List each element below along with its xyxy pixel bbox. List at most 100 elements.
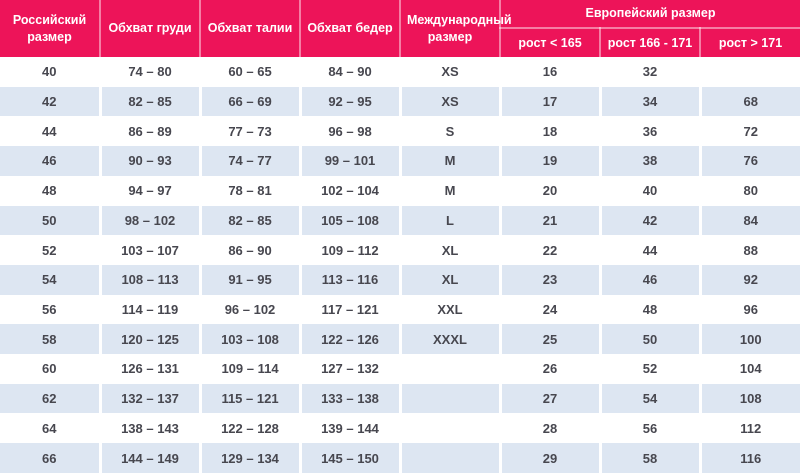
table-row: 48 94 – 97 78 – 81 102 – 104 M 20 40 80 — [0, 175, 800, 206]
table-cell: 38 — [598, 146, 700, 176]
table-cell: 91 – 95 — [198, 264, 300, 295]
table-cell: 94 – 97 — [98, 175, 200, 206]
header-international-size: Международный размер — [399, 0, 512, 57]
table-cell: 48 — [598, 294, 700, 325]
table-cell: 80 — [698, 175, 800, 206]
table-cell: M — [398, 146, 500, 176]
table-cell: L — [398, 205, 500, 236]
table-row: 52 103 – 107 86 – 90 109 – 112 XL 22 44 88 — [0, 235, 800, 265]
table-cell: 108 — [698, 383, 800, 414]
table-cell: 66 — [42, 450, 57, 466]
table-cell: 52 — [42, 242, 57, 258]
size-table-body: 40 74 – 80 60 – 65 84 – 90 XS 16 32 42 82 – 85 66… — [0, 57, 800, 473]
header-european-size: Европейский размер — [499, 0, 800, 29]
table-cell: 50 — [42, 212, 57, 228]
table-cell: 115 – 121 — [198, 383, 300, 414]
header-hips: Обхват бедер — [299, 0, 400, 57]
table-cell: 25 — [498, 324, 600, 355]
table-cell: 20 — [498, 175, 600, 206]
table-cell: 114 – 119 — [98, 294, 200, 325]
table-cell: 104 — [698, 354, 800, 384]
table-cell: 34 — [598, 86, 700, 117]
table-cell: 112 — [698, 413, 800, 444]
table-cell: 32 — [598, 57, 700, 87]
table-cell: 56 — [42, 301, 57, 317]
table-cell: 42 — [42, 94, 57, 110]
table-cell: 109 – 112 — [298, 235, 400, 265]
table-cell: 120 – 125 — [98, 324, 200, 355]
table-cell — [398, 383, 500, 414]
table-cell: 64 — [42, 420, 57, 436]
table-cell: 27 — [498, 383, 600, 414]
table-cell — [398, 413, 500, 444]
table-cell: 103 – 107 — [98, 235, 200, 265]
table-cell: 42 — [598, 205, 700, 236]
header-russian-size: Российский размер — [0, 0, 100, 57]
table-cell: 74 – 80 — [98, 57, 200, 87]
table-cell: XS — [398, 57, 500, 87]
table-cell: 48 — [42, 183, 57, 199]
table-cell: 96 – 98 — [298, 116, 400, 147]
table-cell: 102 – 104 — [298, 175, 400, 206]
table-cell: 23 — [498, 264, 600, 295]
table-cell: 28 — [498, 413, 600, 444]
table-cell: 18 — [498, 116, 600, 147]
table-row: 50 98 – 102 82 – 85 105 – 108 L 21 42 84 — [0, 205, 800, 236]
size-table-header: Российский размер Обхват груди Обхват та… — [0, 0, 800, 57]
header-height-under-165: рост < 165 — [499, 28, 600, 57]
table-row: 66 144 – 149 129 – 134 145 – 150 29 58 116 — [0, 443, 800, 473]
table-cell: 62 — [42, 391, 57, 407]
table-cell: 19 — [498, 146, 600, 176]
table-cell: 44 — [42, 123, 57, 139]
table-cell: 60 — [42, 361, 57, 377]
table-cell: 133 – 138 — [298, 383, 400, 414]
table-cell: 21 — [498, 205, 600, 236]
table-cell: 77 – 73 — [198, 116, 300, 147]
table-row: 54 108 – 113 91 – 95 113 – 116 XL 23 46 92 — [0, 264, 800, 295]
table-cell: 78 – 81 — [198, 175, 300, 206]
table-cell — [698, 57, 800, 87]
table-cell: 46 — [42, 153, 57, 169]
table-cell: 84 — [698, 205, 800, 236]
header-height-over-171: рост > 171 — [699, 28, 800, 57]
table-cell: 96 – 102 — [198, 294, 300, 325]
table-cell: 40 — [42, 64, 57, 80]
table-cell: 92 – 95 — [298, 86, 400, 117]
table-cell: 116 — [698, 443, 800, 473]
table-row: 42 82 – 85 66 – 69 92 – 95 XS 17 34 68 — [0, 86, 800, 117]
table-cell: 46 — [598, 264, 700, 295]
table-cell: 84 – 90 — [298, 57, 400, 87]
table-row: 64 138 – 143 122 – 128 139 – 144 28 56 112 — [0, 413, 800, 444]
table-cell: 122 – 126 — [298, 324, 400, 355]
table-cell: 22 — [498, 235, 600, 265]
table-cell: 126 – 131 — [98, 354, 200, 384]
table-cell: 68 — [698, 86, 800, 117]
table-row: 56 114 – 119 96 – 102 117 – 121 XXL 24 48 96 — [0, 294, 800, 325]
table-cell: 26 — [498, 354, 600, 384]
table-cell: 44 — [598, 235, 700, 265]
table-cell: 76 — [698, 146, 800, 176]
table-row: 62 132 – 137 115 – 121 133 – 138 27 54 108 — [0, 383, 800, 414]
table-cell: 58 — [598, 443, 700, 473]
table-cell: 52 — [598, 354, 700, 384]
table-cell: M — [398, 175, 500, 206]
table-cell: 16 — [498, 57, 600, 87]
table-cell: 132 – 137 — [98, 383, 200, 414]
table-cell: 92 — [698, 264, 800, 295]
table-cell: 24 — [498, 294, 600, 325]
table-cell: 60 – 65 — [198, 57, 300, 87]
table-cell: 86 – 89 — [98, 116, 200, 147]
table-cell: 98 – 102 — [98, 205, 200, 236]
table-cell: 56 — [598, 413, 700, 444]
table-cell: 66 – 69 — [198, 86, 300, 117]
table-row: 60 126 – 131 109 – 114 127 – 132 26 52 104 — [0, 354, 800, 384]
table-cell: 54 — [42, 272, 57, 288]
table-cell: XL — [398, 264, 500, 295]
table-cell: 127 – 132 — [298, 354, 400, 384]
table-cell: S — [398, 116, 500, 147]
table-cell: 108 – 113 — [98, 264, 200, 295]
table-cell: 96 — [698, 294, 800, 325]
table-cell: 86 – 90 — [198, 235, 300, 265]
table-cell: XXL — [398, 294, 500, 325]
